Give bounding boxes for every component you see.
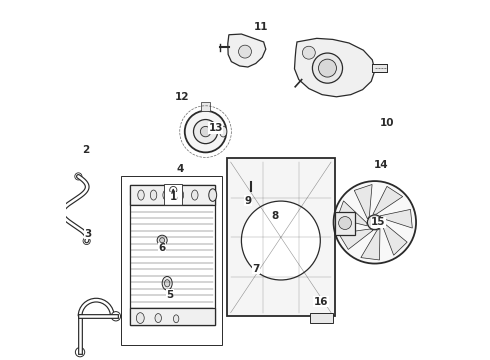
Text: 4: 4 — [177, 163, 184, 174]
Ellipse shape — [244, 192, 260, 215]
Bar — [201, 102, 210, 111]
Polygon shape — [228, 34, 266, 67]
Ellipse shape — [155, 314, 161, 323]
Bar — [129, 308, 215, 325]
Circle shape — [339, 217, 351, 229]
Polygon shape — [382, 222, 407, 255]
Text: 15: 15 — [371, 217, 386, 227]
Ellipse shape — [220, 126, 227, 137]
Polygon shape — [373, 186, 403, 214]
Bar — [247, 180, 256, 192]
Text: 13: 13 — [208, 123, 223, 133]
Text: 2: 2 — [82, 144, 89, 154]
Ellipse shape — [162, 276, 172, 290]
Bar — [129, 185, 215, 205]
Circle shape — [318, 59, 337, 77]
Circle shape — [75, 347, 85, 357]
Text: 1: 1 — [170, 192, 177, 202]
Circle shape — [170, 186, 177, 194]
Polygon shape — [129, 185, 215, 325]
Circle shape — [185, 111, 226, 152]
Ellipse shape — [138, 190, 144, 200]
Text: 10: 10 — [379, 118, 394, 128]
Circle shape — [302, 46, 315, 59]
Text: 14: 14 — [374, 160, 389, 170]
Circle shape — [83, 237, 90, 244]
Text: 3: 3 — [84, 229, 92, 239]
Bar — [258, 192, 294, 224]
Text: 12: 12 — [175, 92, 190, 102]
Ellipse shape — [209, 189, 217, 201]
Bar — [372, 64, 387, 72]
Circle shape — [239, 45, 251, 58]
Bar — [335, 212, 355, 235]
Circle shape — [313, 53, 343, 83]
Circle shape — [242, 201, 320, 280]
Text: 16: 16 — [314, 297, 328, 307]
Ellipse shape — [276, 197, 291, 215]
Ellipse shape — [136, 313, 144, 323]
Polygon shape — [380, 210, 412, 228]
Text: 11: 11 — [254, 22, 269, 32]
Ellipse shape — [177, 190, 184, 200]
Ellipse shape — [263, 203, 270, 213]
Polygon shape — [337, 201, 368, 226]
Ellipse shape — [150, 190, 157, 200]
Circle shape — [111, 312, 121, 321]
Circle shape — [170, 194, 177, 202]
Ellipse shape — [165, 280, 170, 287]
Text: 7: 7 — [252, 264, 259, 274]
Text: 8: 8 — [272, 211, 279, 221]
Ellipse shape — [192, 190, 198, 200]
Circle shape — [334, 181, 416, 264]
Text: 6: 6 — [158, 243, 166, 253]
Ellipse shape — [260, 199, 273, 217]
Polygon shape — [294, 39, 375, 97]
Circle shape — [157, 235, 167, 245]
Ellipse shape — [173, 315, 179, 323]
Polygon shape — [339, 229, 373, 249]
Bar — [227, 158, 335, 316]
Ellipse shape — [163, 190, 170, 200]
Circle shape — [200, 126, 211, 137]
Polygon shape — [354, 184, 372, 219]
Polygon shape — [361, 229, 380, 260]
Circle shape — [160, 238, 165, 243]
Circle shape — [75, 173, 82, 180]
Text: 5: 5 — [166, 290, 173, 300]
Bar — [164, 184, 182, 205]
Ellipse shape — [247, 196, 256, 211]
Circle shape — [194, 120, 218, 144]
Text: 9: 9 — [245, 196, 251, 206]
Bar — [310, 314, 333, 323]
Bar — [122, 176, 221, 345]
Circle shape — [279, 201, 288, 210]
Circle shape — [368, 215, 382, 230]
